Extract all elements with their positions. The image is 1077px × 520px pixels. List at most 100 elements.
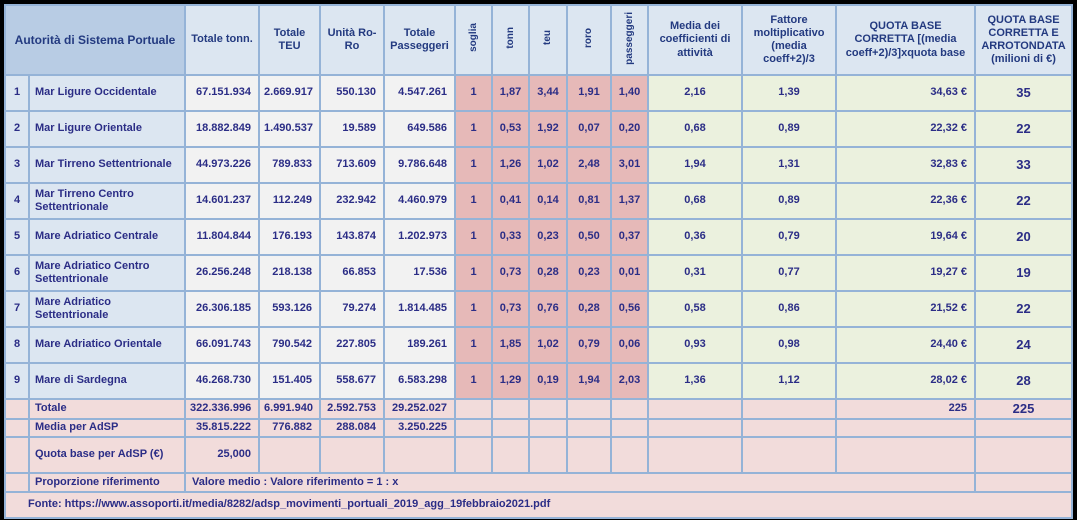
row-number: 7 (4, 290, 30, 328)
empty-cell (835, 417, 977, 438)
total-passengers-cell: 1.814.485 (383, 290, 457, 328)
roro-units-cell: 79.274 (319, 290, 386, 328)
coef-teu-cell: 0,19 (528, 362, 569, 400)
row-number: 3 (4, 146, 30, 184)
coef-soglia-cell: 1 (454, 218, 494, 256)
coef-passeggeri-cell: 0,56 (610, 290, 650, 328)
coef-roro-cell: 0,28 (566, 290, 613, 328)
roro-units-cell: 232.942 (319, 182, 386, 220)
coef-soglia-cell: 1 (454, 182, 494, 220)
authority-name: Mare di Sardegna (27, 362, 187, 400)
coef-soglia-cell: 1 (454, 110, 494, 148)
empty-cell (4, 417, 30, 438)
empty-cell (383, 435, 457, 474)
header-coef-soglia: soglia (454, 4, 494, 76)
header-coef-passeggeri: passeggeri (610, 4, 650, 76)
empty-cell (741, 435, 838, 474)
fattore-moltiplicativo-cell: 0,89 (741, 182, 838, 220)
total-passengers-cell: 6.583.298 (383, 362, 457, 400)
header-coef-roro: roro (566, 4, 613, 76)
coef-passeggeri-cell: 1,40 (610, 74, 650, 112)
coef-soglia-cell: 1 (454, 254, 494, 292)
coef-roro-cell: 0,79 (566, 326, 613, 364)
quota-base-corretta-cell: 22,36 € (835, 182, 977, 220)
empty-cell (566, 398, 613, 420)
totale-tonn: 322.336.996 (184, 398, 261, 420)
table-row: 3 Mar Tirreno Settentrionale 44.973.226 789… (4, 146, 1074, 184)
roro-units-cell: 713.609 (319, 146, 386, 184)
empty-cell (610, 435, 650, 474)
fattore-moltiplicativo-cell: 1,12 (741, 362, 838, 400)
coef-roro-cell: 0,23 (566, 254, 613, 292)
coef-teu-cell: 1,92 (528, 110, 569, 148)
row-number: 5 (4, 218, 30, 256)
total-tonn-cell: 26.306.185 (184, 290, 261, 328)
header-total-passengers: Totale Passeggeri (383, 4, 457, 76)
row-number: 9 (4, 362, 30, 400)
row-number: 6 (4, 254, 30, 292)
fattore-moltiplicativo-cell: 0,98 (741, 326, 838, 364)
total-tonn-cell: 14.601.237 (184, 182, 261, 220)
coef-passeggeri-cell: 0,20 (610, 110, 650, 148)
header-total-teu: Totale TEU (258, 4, 322, 76)
media-coefficienti-cell: 0,31 (647, 254, 744, 292)
media-coefficienti-cell: 0,68 (647, 182, 744, 220)
empty-cell (4, 435, 30, 474)
empty-cell (647, 398, 744, 420)
coef-tonn-cell: 0,41 (491, 182, 531, 220)
roro-units-cell: 19.589 (319, 110, 386, 148)
total-teu-cell: 112.249 (258, 182, 322, 220)
row-number: 8 (4, 326, 30, 364)
coef-passeggeri-cell: 2,03 (610, 362, 650, 400)
empty-cell (835, 435, 977, 474)
media-teu: 776.882 (258, 417, 322, 438)
coef-teu-cell: 0,76 (528, 290, 569, 328)
quota-base-corretta-cell: 21,52 € (835, 290, 977, 328)
authority-name: Mar Ligure Occidentale (27, 74, 187, 112)
total-teu-cell: 176.193 (258, 218, 322, 256)
media-roro: 288.084 (319, 417, 386, 438)
coef-tonn-cell: 0,33 (491, 218, 531, 256)
table-row: 4 Mar Tirreno Centro Settentrionale 14.601… (4, 182, 1074, 220)
media-coefficienti-cell: 1,94 (647, 146, 744, 184)
coef-passeggeri-cell: 0,37 (610, 218, 650, 256)
coef-roro-cell: 0,50 (566, 218, 613, 256)
coef-tonn-cell: 1,87 (491, 74, 531, 112)
empty-cell (741, 417, 838, 438)
total-passengers-cell: 189.261 (383, 326, 457, 364)
totale-row: Totale 322.336.996 6.991.940 2.592.753 2… (4, 398, 1074, 420)
quota-arrotondata-cell: 22 (974, 182, 1074, 220)
quota-base-value: 25,000 (184, 435, 261, 474)
total-teu-cell: 151.405 (258, 362, 322, 400)
quota-base-corretta-cell: 19,64 € (835, 218, 977, 256)
empty-cell (566, 417, 613, 438)
empty-cell (454, 435, 494, 474)
total-tonn-cell: 26.256.248 (184, 254, 261, 292)
fattore-moltiplicativo-cell: 1,39 (741, 74, 838, 112)
row-number: 4 (4, 182, 30, 220)
authority-name: Mare Adriatico Centro Settentrionale (27, 254, 187, 292)
authority-name: Mare Adriatico Settentrionale (27, 290, 187, 328)
rotated-label: tonn (504, 27, 516, 49)
fattore-moltiplicativo-cell: 1,31 (741, 146, 838, 184)
media-coefficienti-cell: 0,58 (647, 290, 744, 328)
quota-arrotondata-cell: 22 (974, 290, 1074, 328)
quota-arrotondata-cell: 28 (974, 362, 1074, 400)
total-teu-cell: 2.669.917 (258, 74, 322, 112)
quota-base-corretta-cell: 19,27 € (835, 254, 977, 292)
authority-name: Mare Adriatico Centrale (27, 218, 187, 256)
header-quota-base-corretta: QUOTA BASE CORRETTA [(media coeff+2)/3]x… (835, 4, 977, 76)
header-row: Autorità di Sistema Portuale Totale tonn… (3, 4, 1074, 76)
rotated-label: passeggeri (623, 11, 635, 65)
totale-teu: 6.991.940 (258, 398, 322, 420)
fattore-moltiplicativo-cell: 0,79 (741, 218, 838, 256)
quota-base-corretta-cell: 22,32 € (835, 110, 977, 148)
empty-cell (566, 435, 613, 474)
proporzione-label: Proporzione riferimento (27, 471, 187, 493)
total-tonn-cell: 18.882.849 (184, 110, 261, 148)
fattore-moltiplicativo-cell: 0,89 (741, 110, 838, 148)
empty-cell (974, 435, 1074, 474)
empty-cell (454, 398, 494, 420)
empty-cell (741, 398, 838, 420)
